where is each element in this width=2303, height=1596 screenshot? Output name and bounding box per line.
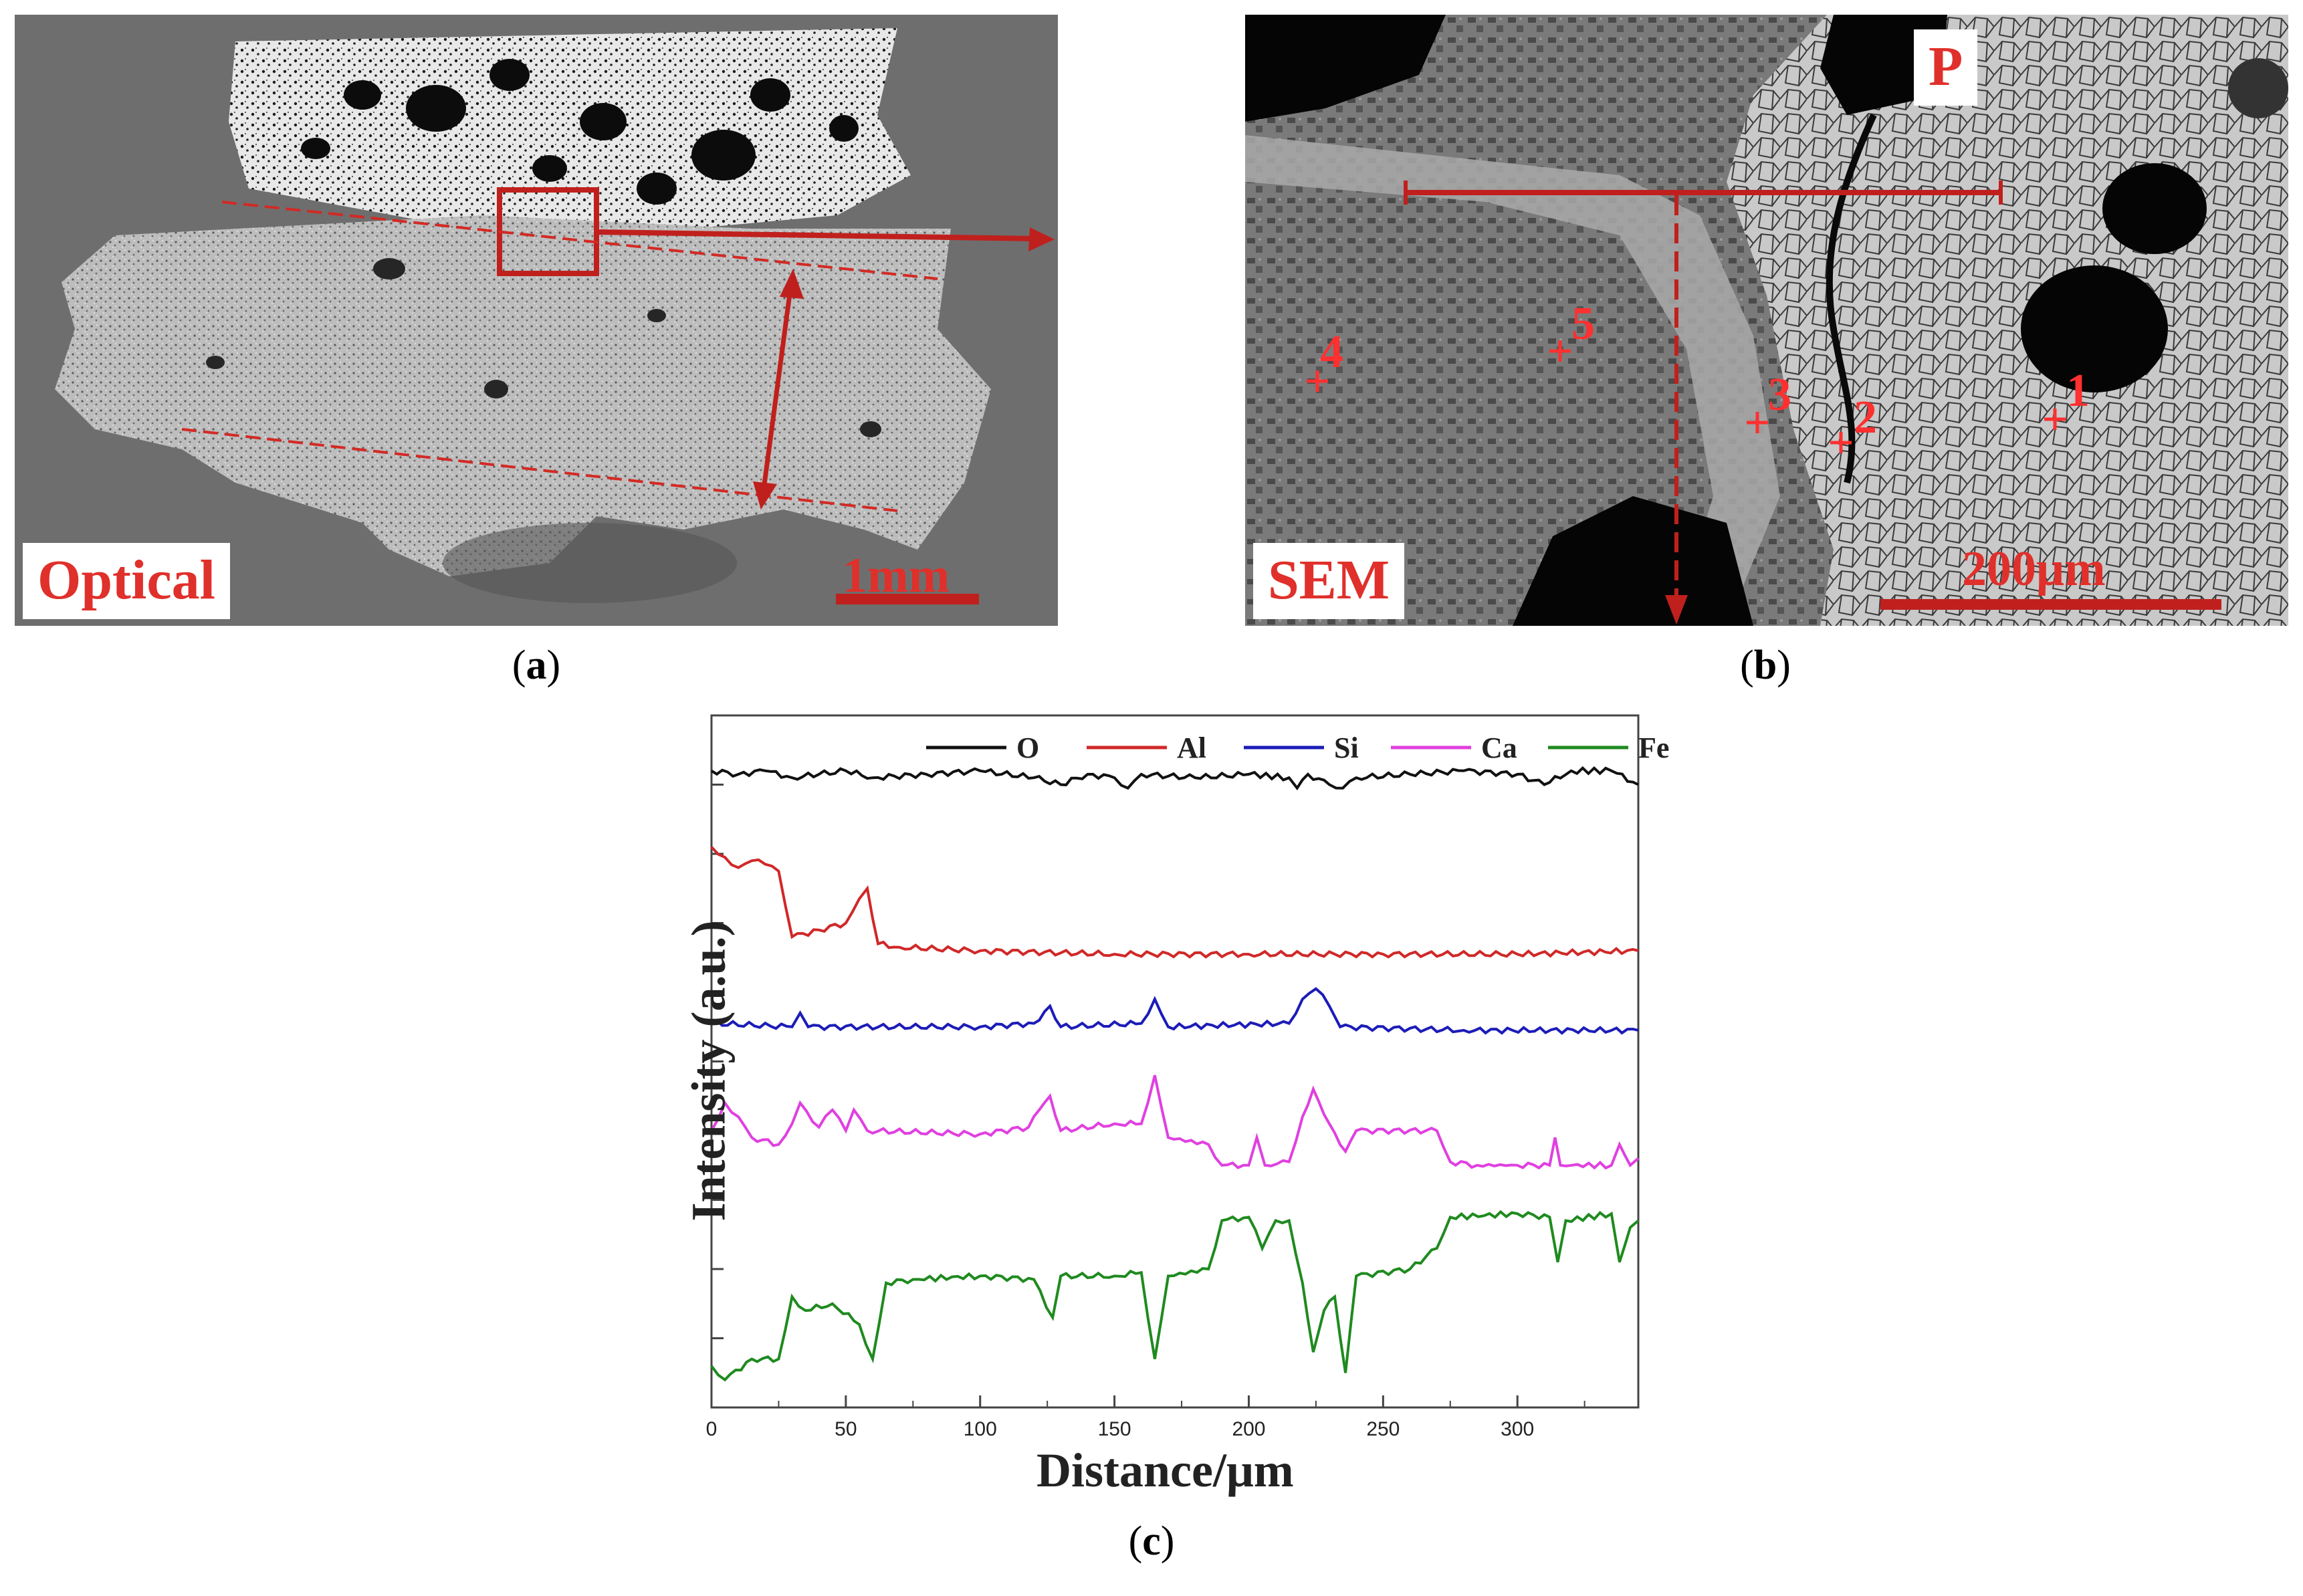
crack xyxy=(1826,113,1877,484)
x-tick-label: 200 xyxy=(1232,1418,1265,1440)
scale-bar-label-a: 1mm xyxy=(843,548,950,603)
pore-large xyxy=(2021,265,2168,392)
layer-boundary-bottom xyxy=(181,428,898,512)
point-label-5: 5 xyxy=(1571,298,1595,350)
layer-boundary-top xyxy=(221,201,938,280)
region-label-p: P xyxy=(1914,29,1978,106)
caption-a: (ca) xyxy=(512,643,561,688)
x-tick-label: 50 xyxy=(835,1418,857,1440)
point-label-1: 1 xyxy=(2066,365,2090,417)
legend: O Al Si Ca Fe xyxy=(926,731,1669,764)
point-label-2: 2 xyxy=(1854,392,1877,443)
line-scan-chart: 0 50 100 150 200 250 300 O Al Si Ca Fe xyxy=(706,714,1669,1440)
void-bottom xyxy=(1513,496,1753,626)
void-top-left xyxy=(1245,15,1446,122)
x-ticks: 0 50 100 150 200 250 300 xyxy=(706,1395,1585,1440)
caption-c: (c) xyxy=(1128,1518,1175,1564)
y-ticks xyxy=(711,784,724,1339)
sem-label: SEM xyxy=(1253,543,1405,619)
sem-micrograph xyxy=(1245,15,2288,626)
optical-label: Optical xyxy=(23,543,230,619)
zoom-arrow xyxy=(596,229,1038,241)
pores xyxy=(301,59,859,205)
optical-micrograph xyxy=(15,15,1058,626)
x-axis-title: Distance/μm xyxy=(1036,1444,1294,1497)
x-tick-label: 0 xyxy=(706,1418,718,1440)
x-tick-label: 250 xyxy=(1366,1418,1400,1440)
point-markers xyxy=(1307,340,2066,453)
series-line-Ca xyxy=(710,1074,1640,1170)
legend-label-Fe: Fe xyxy=(1638,731,1669,764)
thickness-arrow xyxy=(761,288,793,490)
series-lines xyxy=(710,766,1640,1382)
x-tick-label: 300 xyxy=(1501,1418,1534,1440)
x-tick-label: 100 xyxy=(964,1418,997,1440)
legend-label-Al: Al xyxy=(1177,731,1206,764)
caption-b: (b) xyxy=(1740,643,1791,688)
point-label-4: 4 xyxy=(1320,326,1343,378)
scale-bar-label-b: 200μm xyxy=(1962,542,2106,596)
panel-c-chart: 0 50 100 150 200 250 300 O Al Si Ca Fe Distance/μm… xyxy=(0,695,2303,1591)
y-axis-title: Intensity (a.u.) xyxy=(681,920,736,1222)
series-line-Si xyxy=(711,987,1639,1035)
series-line-Al xyxy=(710,846,1639,959)
point-label-3: 3 xyxy=(1768,369,1791,421)
series-line-Fe xyxy=(710,1210,1640,1382)
plot-frame xyxy=(710,714,1640,1409)
legend-label-Ca: Ca xyxy=(1481,731,1517,764)
legend-label-O: O xyxy=(1016,731,1039,764)
panel-b-sem-image: 1 2 3 4 5 P SEM 200μm xyxy=(1245,15,2288,626)
x-tick-label: 150 xyxy=(1098,1418,1131,1440)
porous-fragment xyxy=(229,28,911,235)
panel-a-optical-image: Optical 1mm xyxy=(15,15,1058,626)
legend-label-Si: Si xyxy=(1334,731,1359,764)
series-line-O xyxy=(710,766,1639,791)
interface-band xyxy=(1245,135,1780,626)
